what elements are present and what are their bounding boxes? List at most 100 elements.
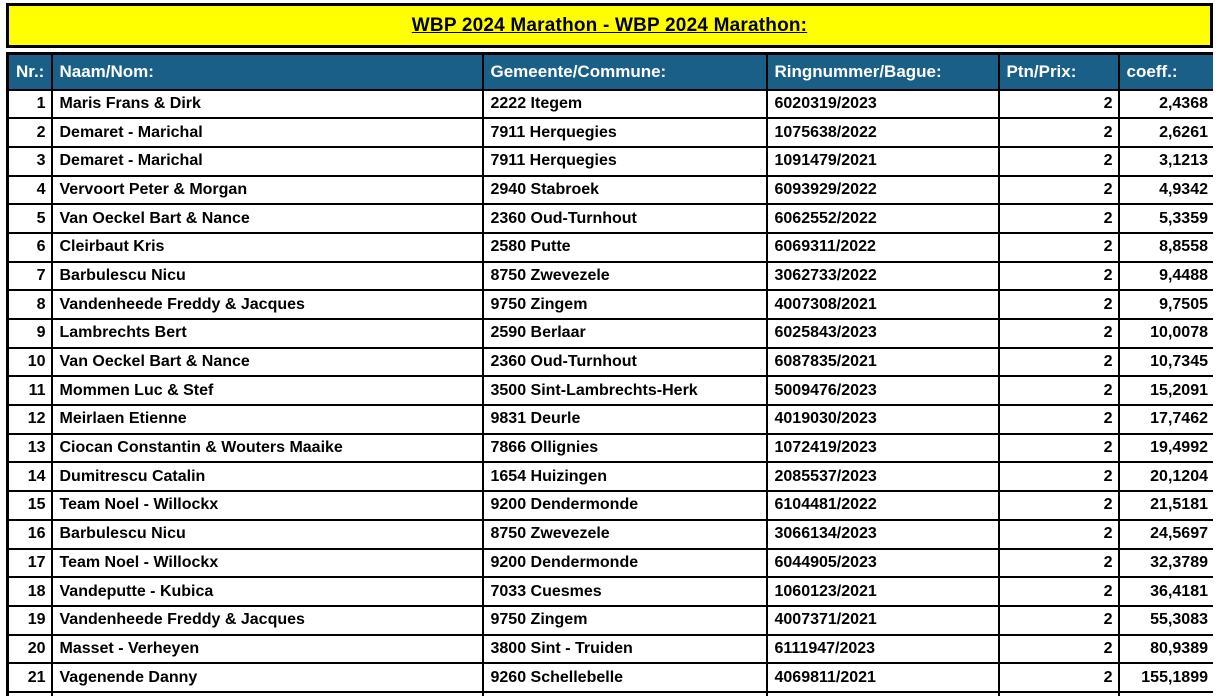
table-row: 13 Ciocan Constantin & Wouters Maaike 7866… [6,432,1213,464]
cell-ptn: 2 [997,633,1120,665]
cell-ring: 6020319/2023 [765,88,1000,120]
cell-ptn: 2 [997,461,1120,493]
cell-gem: 3500 Sint-Lambrechts-Herk [481,375,768,407]
cell-coeff: 9,4488 [1117,260,1213,292]
cell-nr: 14 [6,461,53,493]
cell-gem: 7866 Ollignies [481,432,768,464]
cell-naam: Ciocan Constantin & Wouters Maaike [50,432,484,464]
cell-ring: 1091479/2021 [765,145,1000,177]
table-row: 2 Demaret - Marichal 7911 Herquegies 107563… [6,117,1213,148]
cell-ptn: 2 [997,432,1120,464]
table-row: 17 Team Noel - Willockx 9200 Dendermonde 60… [6,547,1213,579]
cell-coeff: 21,5181 [1117,490,1213,521]
header-row: Nr.: Naam/Nom: Gemeente/Commune: Ringnum… [6,52,1213,91]
cell-coeff: 10,7345 [1117,346,1213,378]
cell-coeff: 3,1213 [1117,145,1213,177]
column-header-ringnumber: Ringnummer/Bague: [765,52,1000,91]
cell-coeff: 4,9342 [1117,174,1213,206]
cell-coeff: 55,3083 [1117,604,1213,636]
cell-coeff: 5,3359 [1117,203,1213,234]
cell-gem: 2590 Berlaar [481,318,768,349]
cell-ptn: 2 [997,289,1120,320]
cell-coeff: 32,3789 [1117,547,1213,579]
cell-nr: 17 [6,547,53,579]
cell-ptn: 2 [997,604,1120,636]
cell-nr: 21 [6,662,53,693]
table-row: 16 Barbulescu Nicu 8750 Zwevezele 3066134/2… [6,518,1213,550]
table-row-partial [6,690,1213,696]
cell-coeff: 17,7462 [1117,404,1213,435]
table-row: 6 Cleirbaut Kris 2580 Putte 6069311/2022 2 8,… [6,231,1213,263]
table-row: 15 Team Noel - Willockx 9200 Dendermonde 61… [6,490,1213,521]
cell-ptn: 2 [997,346,1120,378]
table-row: 10 Van Oeckel Bart & Nance 2360 Oud-Turnho… [6,346,1213,378]
cell-ring: 3066134/2023 [765,518,1000,550]
cell-nr: 1 [6,88,53,120]
cell-nr: 8 [6,289,53,320]
table-row: 11 Mommen Luc & Stef 3500 Sint-Lambrechts-… [6,375,1213,407]
cell-nr: 2 [6,117,53,148]
cell-gem: 9260 Schellebelle [481,662,768,693]
cell-coeff: 19,4992 [1117,432,1213,464]
cell-naam [50,690,484,696]
cell-naam: Vandeputte - Kubica [50,576,484,607]
cell-coeff: 20,1204 [1117,461,1213,493]
cell-coeff: 155,1899 [1117,662,1213,693]
cell-ring: 6093929/2022 [765,174,1000,206]
column-header-coeff: coeff.: [1117,52,1213,91]
cell-ptn: 2 [997,318,1120,349]
cell-naam: Barbulescu Nicu [50,260,484,292]
cell-ptn: 2 [997,404,1120,435]
cell-ptn: 2 [997,174,1120,206]
column-header-name: Naam/Nom: [50,52,484,91]
cell-naam: Demaret - Marichal [50,145,484,177]
cell-ring: 6111947/2023 [765,633,1000,665]
results-table-wrap: Nr.: Naam/Nom: Gemeente/Commune: Ringnum… [6,52,1213,696]
table-row: 9 Lambrechts Bert 2590 Berlaar 6025843/2023… [6,318,1213,349]
cell-ring: 4007371/2021 [765,604,1000,636]
table-row: 5 Van Oeckel Bart & Nance 2360 Oud-Turnhou… [6,203,1213,234]
cell-coeff [1117,690,1213,696]
cell-naam: Vervoort Peter & Morgan [50,174,484,206]
cell-nr: 20 [6,633,53,665]
cell-gem: 7911 Herquegies [481,117,768,148]
cell-naam: Mommen Luc & Stef [50,375,484,407]
cell-ptn: 2 [997,203,1120,234]
cell-naam: Vagenende Danny [50,662,484,693]
cell-gem: 2222 Itegem [481,88,768,120]
cell-gem: 2360 Oud-Turnhout [481,346,768,378]
cell-naam: Meirlaen Etienne [50,404,484,435]
cell-ptn: 2 [997,518,1120,550]
cell-gem: 9750 Zingem [481,604,768,636]
table-row: 7 Barbulescu Nicu 8750 Zwevezele 3062733/20… [6,260,1213,292]
cell-ptn: 2 [997,145,1120,177]
cell-coeff: 24,5697 [1117,518,1213,550]
cell-ring: 1072419/2023 [765,432,1000,464]
cell-nr: 6 [6,231,53,263]
cell-nr: 11 [6,375,53,407]
cell-ptn: 2 [997,375,1120,407]
cell-gem: 2580 Putte [481,231,768,263]
cell-ring: 6069311/2022 [765,231,1000,263]
cell-ring: 4019030/2023 [765,404,1000,435]
table-row: 21 Vagenende Danny 9260 Schellebelle 406981… [6,662,1213,693]
cell-ring: 4007308/2021 [765,289,1000,320]
cell-naam: Lambrechts Bert [50,318,484,349]
cell-nr: 12 [6,404,53,435]
cell-ring: 5009476/2023 [765,375,1000,407]
cell-nr: 15 [6,490,53,521]
page-title: WBP 2024 Marathon - WBP 2024 Marathon: [411,14,808,36]
cell-naam: Maris Frans & Dirk [50,88,484,120]
cell-coeff: 8,8558 [1117,231,1213,263]
title-banner: WBP 2024 Marathon - WBP 2024 Marathon: [6,3,1213,48]
cell-ring: 1060123/2021 [765,576,1000,607]
cell-naam: Vandenheede Freddy & Jacques [50,604,484,636]
cell-gem: 2940 Stabroek [481,174,768,206]
cell-nr: 19 [6,604,53,636]
column-header-nr: Nr.: [6,52,53,91]
cell-nr: 4 [6,174,53,206]
table-row: 19 Vandenheede Freddy & Jacques 9750 Zinge… [6,604,1213,636]
table-row: 18 Vandeputte - Kubica 7033 Cuesmes 1060123… [6,576,1213,607]
column-header-commune: Gemeente/Commune: [481,52,768,91]
cell-coeff: 10,0078 [1117,318,1213,349]
